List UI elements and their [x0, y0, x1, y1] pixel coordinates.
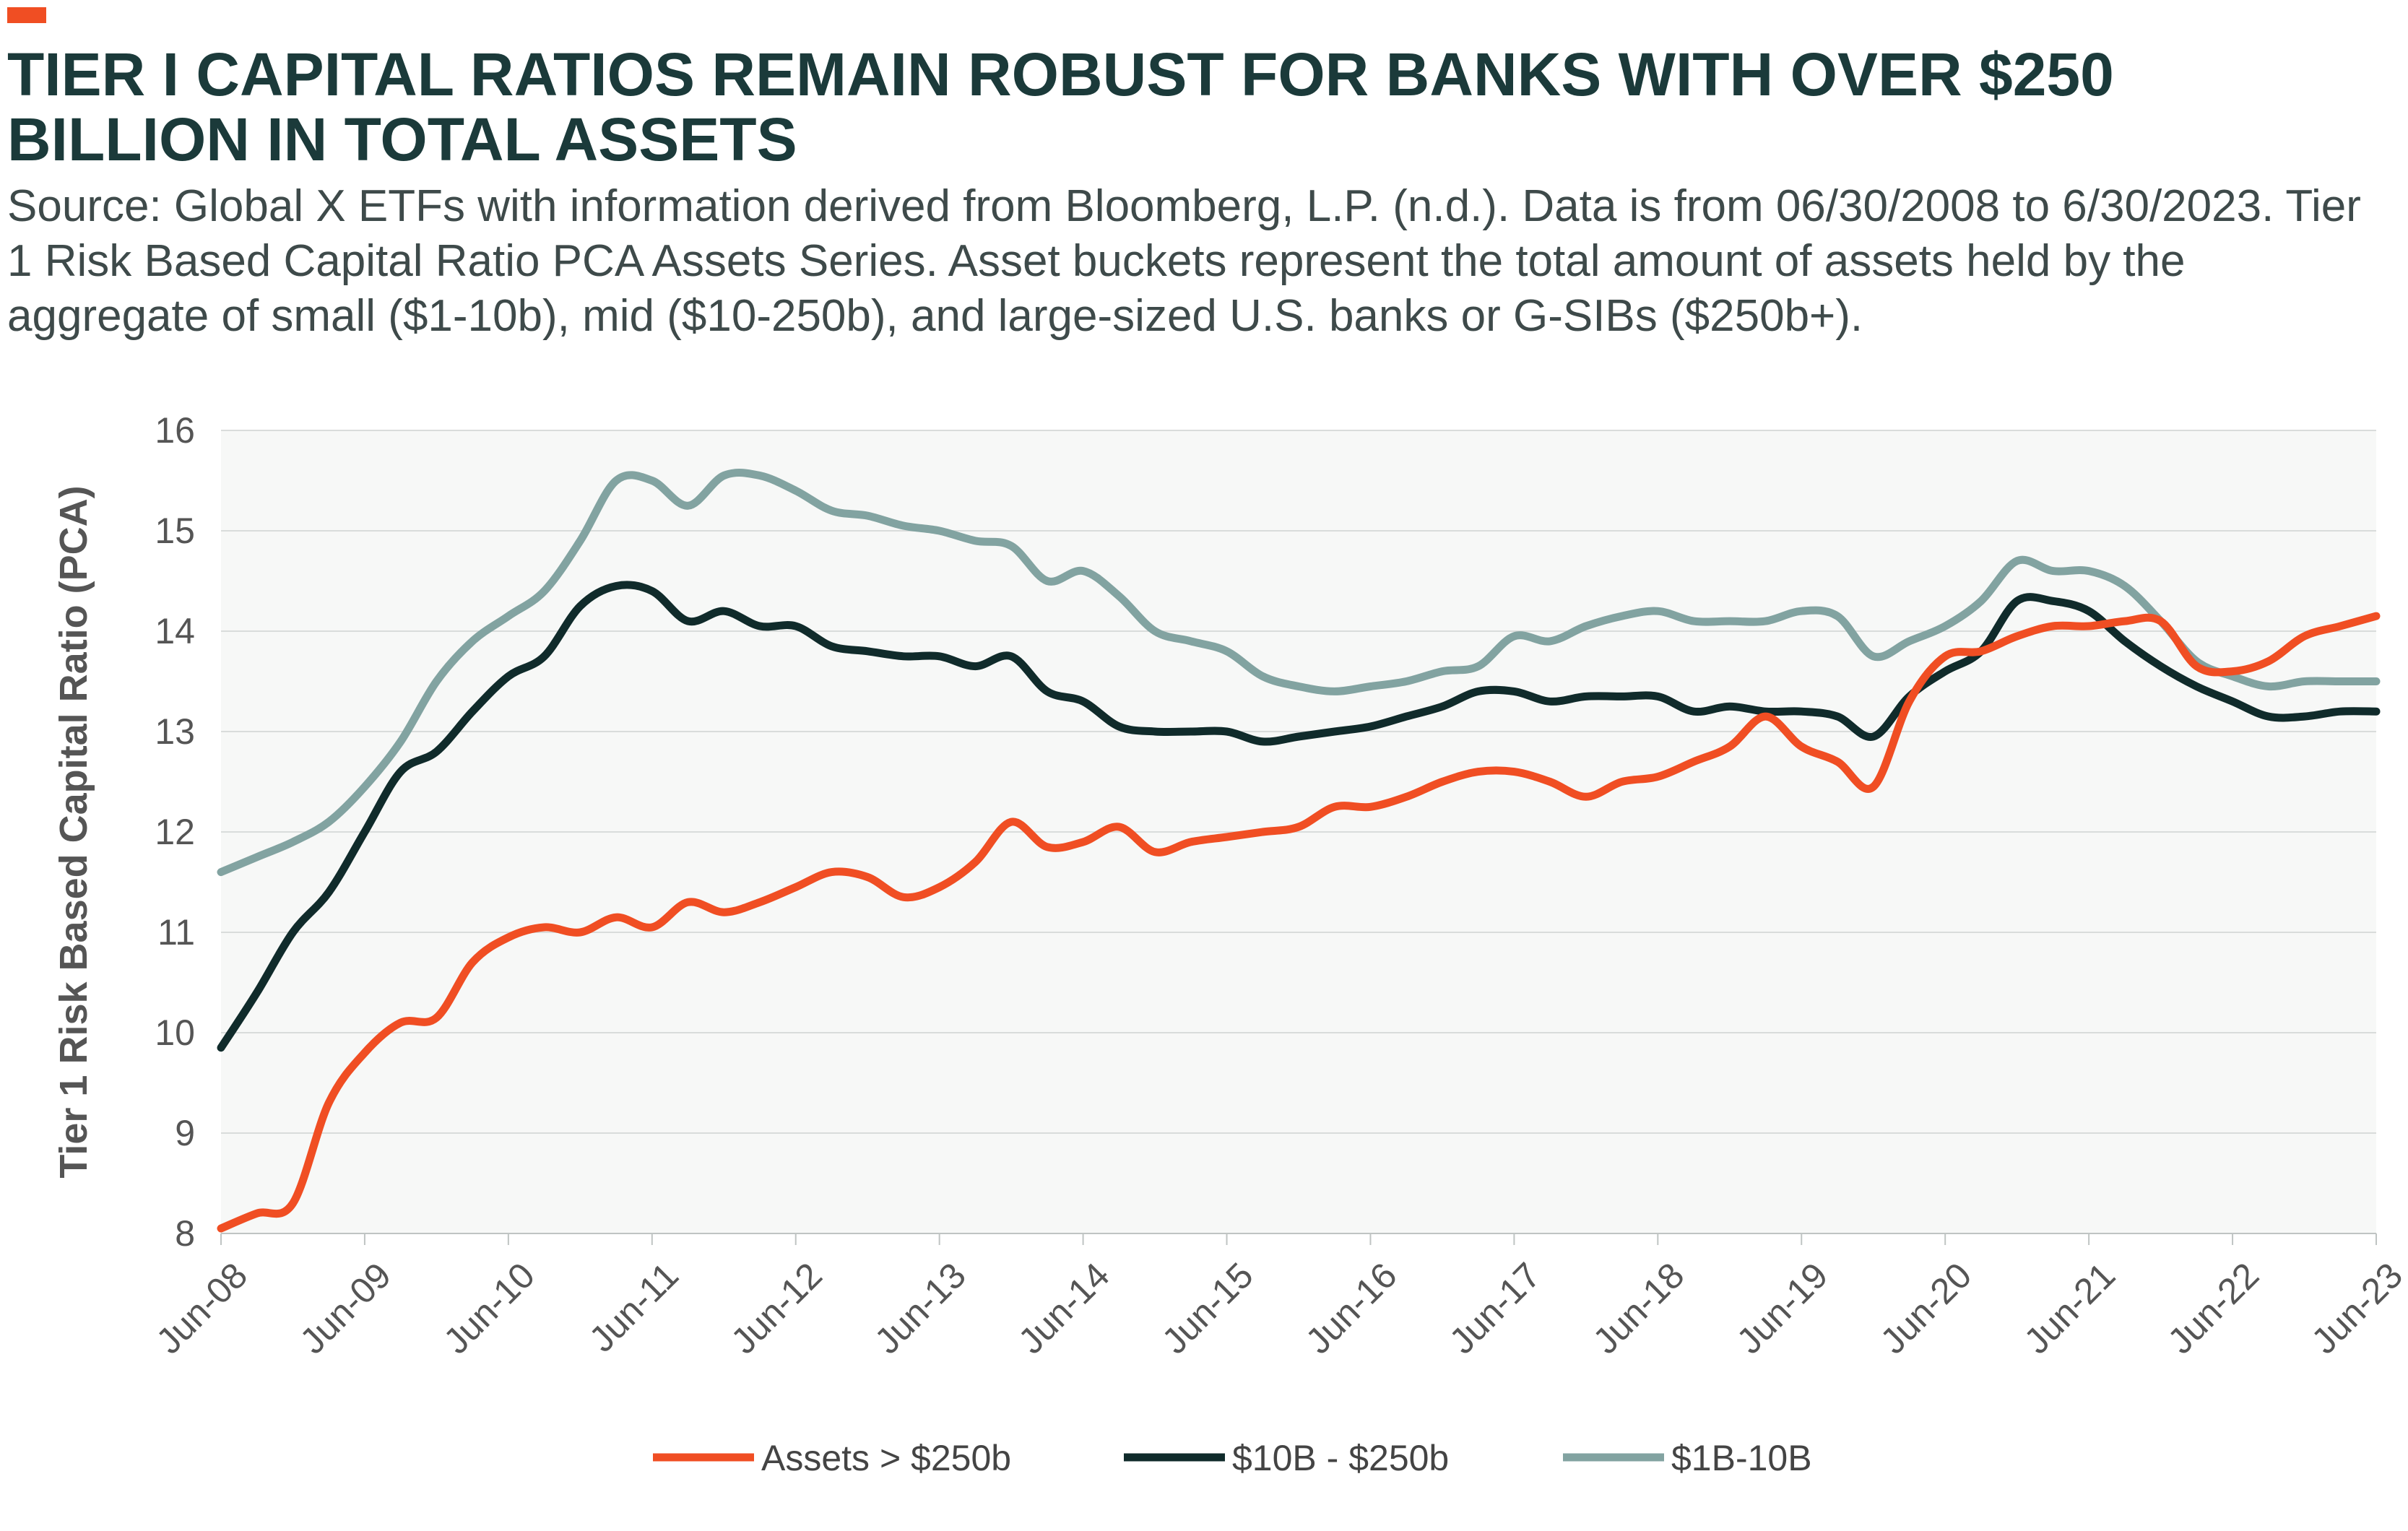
x-tick-label: Jun-10 — [436, 1255, 542, 1362]
y-tick-label: 10 — [155, 1012, 195, 1053]
x-tick-label: Jun-13 — [867, 1255, 974, 1362]
y-tick-label: 15 — [155, 511, 195, 551]
legend-label: $1B-10B — [1671, 1438, 1812, 1478]
x-tick-label: Jun-11 — [581, 1255, 686, 1360]
y-tick-label: 11 — [157, 912, 195, 953]
x-tick-label: Jun-18 — [1585, 1255, 1692, 1362]
x-tick-label: Jun-21 — [2017, 1255, 2123, 1362]
y-tick-label: 16 — [155, 410, 195, 451]
x-tick-label: Jun-08 — [149, 1255, 256, 1362]
y-tick-label: 8 — [175, 1213, 195, 1254]
y-tick-label: 14 — [155, 611, 195, 651]
x-tick-label: Jun-14 — [1010, 1255, 1117, 1362]
x-tick-label: Jun-09 — [292, 1255, 399, 1362]
series-line-1b-10b — [217, 469, 2381, 877]
x-tick-label: Jun-22 — [2160, 1255, 2267, 1362]
x-tick-label: Jun-20 — [1873, 1255, 1980, 1362]
series-lines — [217, 469, 2381, 1233]
x-tick-label: Jun-16 — [1298, 1255, 1405, 1362]
y-axis: 8 9 10 11 12 13 14 15 16 — [155, 410, 195, 1254]
y-tick-label: 9 — [175, 1113, 195, 1153]
x-tick-label: Jun-19 — [1729, 1255, 1836, 1362]
series-line-10b-250b — [217, 581, 2381, 1052]
accent-bar — [7, 7, 46, 23]
chart-title: TIER I CAPITAL RATIOS REMAIN ROBUST FOR … — [7, 40, 2114, 173]
chart-source-note: Source: Global X ETFs with information d… — [7, 181, 2361, 341]
series-line-assets-250b — [217, 612, 2381, 1233]
x-tick-label: Jun-17 — [1442, 1255, 1549, 1362]
y-axis-title: Tier 1 Risk Based Capital Ratio (PCA) — [52, 485, 95, 1178]
legend-label: Assets > $250b — [761, 1438, 1011, 1478]
y-tick-label: 12 — [155, 812, 195, 852]
x-tick-label: Jun-15 — [1154, 1255, 1261, 1362]
y-tick-label: 13 — [155, 711, 195, 752]
x-axis: Jun-08 Jun-09 Jun-10 Jun-11 Jun-12 Jun-13 Jun-… — [149, 1233, 2408, 1361]
legend: Assets > $250b $10B - $250b $1B-10B — [653, 1438, 1812, 1478]
x-tick-label: Jun-12 — [723, 1255, 830, 1362]
legend-label: $10B - $250b — [1232, 1438, 1449, 1478]
x-tick-label: Jun-23 — [2304, 1255, 2408, 1362]
